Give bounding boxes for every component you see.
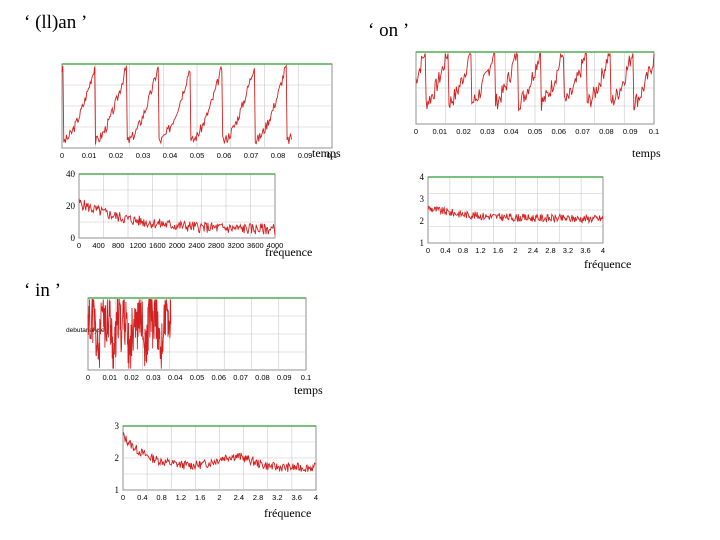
x-tick-label: 1600 <box>149 241 166 250</box>
x-tick-label: 0.08 <box>255 373 270 382</box>
y-tick-label: 40 <box>66 169 76 179</box>
annotation-label: debutanalyse <box>66 327 105 334</box>
x-tick-label: 0.03 <box>146 373 161 382</box>
x-tick-label: 1.2 <box>475 246 485 255</box>
x-tick-label: 0.4 <box>440 246 450 255</box>
x-tick-label: 0.01 <box>82 151 97 160</box>
x-tick-label: 2400 <box>188 241 205 250</box>
y-tick-label: 3 <box>115 421 120 431</box>
xlabel-llan-time: temps <box>312 146 341 160</box>
y-tick-label: 2 <box>420 216 425 226</box>
x-tick-label: 0.02 <box>124 373 139 382</box>
x-tick-label: 2.4 <box>528 246 538 255</box>
x-tick-label: 3.6 <box>580 246 590 255</box>
x-tick-label: 0 <box>60 151 64 160</box>
signal-line <box>122 431 317 472</box>
x-tick-label: 0.05 <box>528 127 543 136</box>
y-tick-label: 2 <box>115 453 120 463</box>
x-tick-label: 0 <box>77 241 81 250</box>
title-on: ‘ on ’ <box>368 20 410 41</box>
x-tick-label: 1.6 <box>195 493 205 502</box>
x-tick-label: 0.1 <box>327 151 337 160</box>
x-tick-label: 0 <box>121 493 125 502</box>
x-tick-label: 0.04 <box>168 373 183 382</box>
x-tick-label: 400 <box>92 241 105 250</box>
title-in: ‘ in ’ <box>24 280 61 301</box>
x-tick-label: 2000 <box>169 241 186 250</box>
x-tick-label: 2.8 <box>253 493 263 502</box>
y-tick-label: 0 <box>71 233 76 243</box>
x-tick-label: 0.09 <box>298 151 313 160</box>
x-tick-label: 0.07 <box>575 127 590 136</box>
x-tick-label: 0.04 <box>163 151 178 160</box>
x-tick-label: 3.2 <box>272 493 282 502</box>
x-tick-label: 4 <box>601 246 605 255</box>
y-tick-label: 3 <box>420 194 425 204</box>
x-tick-label: 0.05 <box>190 151 205 160</box>
title-llan: ‘ (ll)an ’ <box>24 12 88 33</box>
x-tick-label: 2.4 <box>234 493 244 502</box>
x-tick-label: 2 <box>513 246 517 255</box>
x-tick-label: 0.05 <box>190 373 205 382</box>
xlabel-on-time: temps <box>632 146 661 160</box>
x-tick-label: 0.08 <box>271 151 286 160</box>
signal-line <box>87 298 172 369</box>
xlabel-llan-freq: fréquence <box>265 245 313 259</box>
x-tick-label: 0.8 <box>156 493 166 502</box>
x-tick-label: 0.1 <box>649 127 659 136</box>
xlabel-in-time: temps <box>294 383 323 397</box>
x-tick-label: 1200 <box>129 241 146 250</box>
x-tick-label: 0.1 <box>301 373 311 382</box>
signal-line <box>61 64 292 145</box>
x-tick-label: 0.04 <box>504 127 519 136</box>
signal-line <box>427 205 604 225</box>
y-tick-label: 20 <box>66 201 76 211</box>
x-tick-label: 0.02 <box>456 127 471 136</box>
signal-line <box>78 198 276 235</box>
xlabel-on-freq: fréquence <box>584 257 632 271</box>
x-tick-label: 0.09 <box>623 127 638 136</box>
x-tick-label: 2800 <box>208 241 225 250</box>
x-tick-label: 0 <box>86 373 90 382</box>
x-tick-label: 0.09 <box>277 373 292 382</box>
x-tick-label: 0.8 <box>458 246 468 255</box>
x-tick-label: 0.06 <box>551 127 566 136</box>
x-tick-label: 0.06 <box>217 151 232 160</box>
x-tick-label: 1.6 <box>493 246 503 255</box>
x-tick-label: 0 <box>426 246 430 255</box>
x-tick-label: 0.08 <box>599 127 614 136</box>
x-tick-label: 0.02 <box>109 151 124 160</box>
x-tick-label: 3200 <box>227 241 244 250</box>
x-tick-label: 0.4 <box>137 493 147 502</box>
x-tick-label: 0.03 <box>480 127 495 136</box>
x-tick-label: 0.01 <box>432 127 447 136</box>
x-tick-label: 0.07 <box>233 373 248 382</box>
x-tick-label: 800 <box>112 241 125 250</box>
x-tick-label: 0.03 <box>136 151 151 160</box>
y-tick-label: 4 <box>420 172 425 182</box>
xlabel-in-freq: fréquence <box>264 506 312 520</box>
x-tick-label: 0.07 <box>244 151 259 160</box>
x-tick-label: 3.2 <box>563 246 573 255</box>
x-tick-label: 3600 <box>247 241 264 250</box>
x-tick-label: 1.2 <box>176 493 186 502</box>
x-tick-label: 3.6 <box>291 493 301 502</box>
y-tick-label: 1 <box>420 238 425 248</box>
x-tick-label: 2 <box>217 493 221 502</box>
y-tick-label: 1 <box>115 485 120 495</box>
x-tick-label: 0 <box>414 127 418 136</box>
x-tick-label: 4 <box>314 493 318 502</box>
x-tick-label: 0.01 <box>102 373 117 382</box>
x-tick-label: 4000 <box>267 241 284 250</box>
signal-line <box>415 51 655 112</box>
x-tick-label: 0.06 <box>211 373 226 382</box>
x-tick-label: 2.8 <box>545 246 555 255</box>
